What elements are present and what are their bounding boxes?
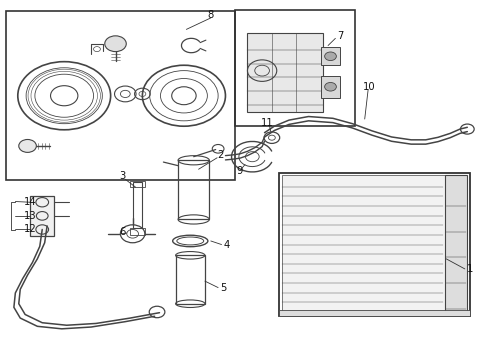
Text: 9: 9 — [236, 166, 243, 176]
Text: 1: 1 — [466, 264, 473, 274]
Bar — [30, 196, 54, 235]
Text: 8: 8 — [208, 10, 214, 20]
Text: 5: 5 — [220, 283, 226, 293]
Bar — [321, 76, 340, 98]
Circle shape — [105, 36, 126, 51]
Text: 14: 14 — [24, 197, 36, 207]
Text: 3: 3 — [120, 171, 126, 181]
Text: 7: 7 — [337, 31, 343, 41]
Circle shape — [325, 82, 336, 91]
Bar — [175, 255, 205, 304]
Text: 10: 10 — [363, 82, 376, 92]
Bar — [130, 181, 145, 187]
Text: 12: 12 — [24, 225, 36, 234]
Bar — [133, 182, 143, 228]
Bar — [5, 12, 235, 180]
Bar — [247, 33, 323, 112]
Text: 13: 13 — [24, 211, 36, 221]
Bar — [235, 10, 355, 126]
Text: 11: 11 — [261, 118, 273, 128]
Bar — [130, 228, 145, 234]
Bar — [321, 47, 340, 65]
Text: 2: 2 — [218, 150, 224, 160]
Text: 4: 4 — [223, 239, 229, 249]
Text: 6: 6 — [120, 227, 126, 237]
Circle shape — [19, 139, 36, 152]
Bar — [279, 173, 470, 316]
Bar — [282, 175, 445, 315]
Bar — [445, 175, 467, 315]
Bar — [178, 160, 209, 220]
Circle shape — [325, 52, 336, 60]
Bar — [279, 310, 470, 316]
